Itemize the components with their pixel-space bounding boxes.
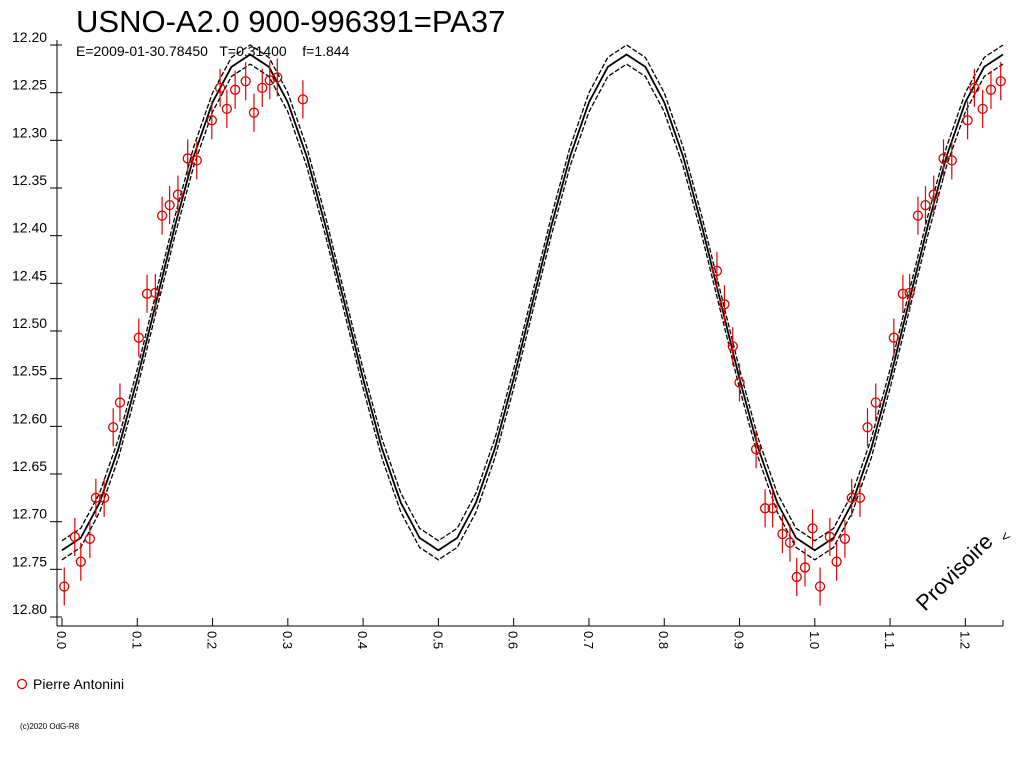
data-point [759,503,771,514]
x-tick-label: 0.0 [54,631,69,649]
data-point [257,82,268,94]
data-point [240,76,251,87]
y-tick-label: 12.25 [12,77,47,93]
data-point [727,341,738,352]
data-point [888,332,899,343]
x-tick-label: 0.2 [205,631,220,649]
fit-curve [61,53,1004,552]
legend-label: Pierre Antonini [33,676,124,692]
x-tick-label: 0.1 [129,631,144,649]
x-tick-label: 1.2 [957,631,972,649]
data-point [767,503,778,514]
data-point [870,397,881,408]
data-point [824,531,836,543]
data-point [114,397,126,408]
x-tick-label: 0.8 [656,631,671,649]
chart-subtitle: E=2009-01-30.78450 T=0.31400 f=1.844 [76,43,350,59]
data-point [108,422,119,433]
data-point [946,155,957,166]
data-point [846,492,857,503]
x-tick-label: 1.1 [882,631,897,649]
data-point [156,210,168,221]
y-tick-label: 12.65 [12,458,47,474]
y-tick-label: 12.45 [12,267,47,283]
data-point [141,288,153,299]
x-tick-label: 0.5 [430,631,445,649]
data-point [750,444,762,455]
x-tick-label: 0.7 [581,631,596,649]
data-point [84,533,96,544]
data-point [59,581,70,592]
chart-title: USNO-A2.0 900-996391=PA37 [76,4,505,39]
data-point [904,287,915,299]
data-point [777,528,788,540]
fit-curve [61,63,1004,561]
data-point [214,82,226,94]
watermark-marker: < [997,528,1014,545]
data-point [150,287,161,299]
watermark: Provisoire [911,529,998,616]
data-point [99,492,110,503]
y-tick-label: 12.40 [12,220,47,236]
data-point [814,581,826,592]
data-point [977,103,988,115]
data-point [272,72,283,83]
data-point [784,537,796,548]
legend-marker [16,678,28,690]
y-tick-label: 12.75 [12,553,47,569]
x-tick-label: 1.0 [807,631,822,649]
x-tick-label: 0.6 [506,631,521,649]
data-point [191,155,202,166]
data-point [920,200,931,211]
y-tick-label: 12.20 [12,29,47,45]
y-tick-label: 12.80 [12,601,47,617]
y-tick-label: 12.30 [12,124,47,140]
data-point [995,76,1006,87]
data-point [69,531,80,543]
data-point [854,492,866,503]
y-tick-label: 12.50 [12,315,47,331]
data-point [969,82,980,94]
data-point [831,556,842,567]
data-point [164,200,175,211]
y-tick-label: 12.55 [12,363,47,379]
fit-curve [61,44,1004,542]
data-point [734,377,745,388]
x-tick-label: 0.4 [355,631,370,649]
data-point [985,84,997,95]
data-point [719,299,730,310]
x-tick-label: 0.9 [732,631,747,649]
x-tick-label: 0.3 [280,631,295,649]
data-point [229,84,241,95]
data-point [912,210,924,221]
data-point [839,533,851,544]
data-point [221,103,233,115]
y-tick-label: 12.35 [12,172,47,188]
copyright: (c)2020 OdG-R8 [20,722,80,731]
data-point [807,523,818,534]
data-point [172,189,184,200]
y-tick-label: 12.70 [12,506,47,522]
data-point [75,556,86,567]
data-point [711,265,723,277]
data-point [297,94,309,105]
data-point [90,492,102,503]
data-point [862,422,873,433]
data-point [928,189,939,200]
data-point [206,115,217,126]
data-point [897,288,909,299]
data-point [799,562,811,573]
data-point [248,107,260,118]
y-tick-label: 12.60 [12,410,47,426]
data-point [962,115,973,126]
data-point [133,332,144,343]
data-point [791,571,802,583]
